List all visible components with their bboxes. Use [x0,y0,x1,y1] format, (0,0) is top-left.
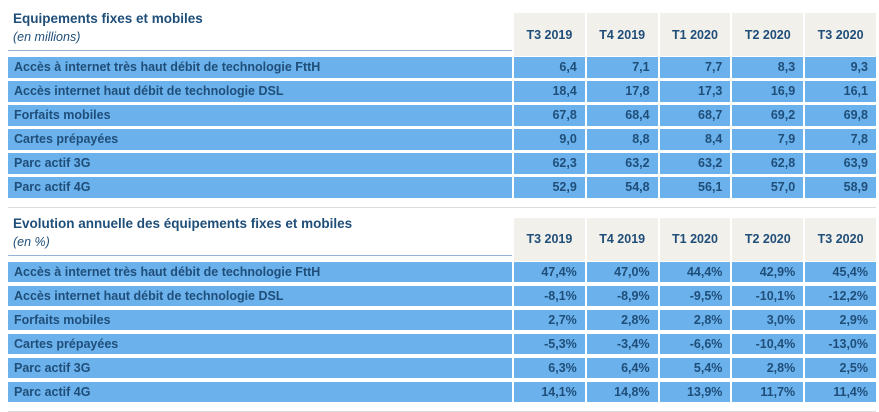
value-cell: 52,9 [514,177,585,198]
value-cell: 44,4% [660,262,731,283]
column-header-t3-2019: T3 2019 [514,218,585,261]
value-cell: 2,9% [805,310,876,331]
value-cell: -12,2% [805,286,876,307]
value-cell: 8,4 [660,129,731,150]
value-cell: 2,8% [660,310,731,331]
value-cell: -9,5% [660,286,731,307]
value-cell: 63,9 [805,153,876,174]
value-cell: 9,0 [514,129,585,150]
row-label: Forfaits mobiles [8,105,512,126]
value-cell: 2,8% [732,358,803,379]
value-cell: 6,4% [587,358,658,379]
table-subtitle: (en millions) [13,29,512,45]
value-cell: 69,8 [805,105,876,126]
column-header-t2-2020: T2 2020 [732,13,803,56]
value-cell: 68,4 [587,105,658,126]
value-cell: 57,0 [732,177,803,198]
table-bottom-divider [8,207,876,208]
value-cell: -3,4% [587,334,658,355]
value-cell: 2,7% [514,310,585,331]
column-header-t1-2020: T1 2020 [660,13,731,56]
table-body: Accès à internet très haut débit de tech… [8,57,876,198]
table-title: Evolution annuelle des équipements fixes… [13,215,512,232]
value-cell: 62,3 [514,153,585,174]
table-header-row: Evolution annuelle des équipements fixes… [8,213,876,261]
table-header-row: Equipements fixes et mobiles (en million… [8,8,876,56]
table-body: Accès à internet très haut débit de tech… [8,262,876,403]
value-cell: 62,8 [732,153,803,174]
row-label: Forfaits mobiles [8,310,512,331]
value-cell: 63,2 [660,153,731,174]
value-cell: 7,1 [587,57,658,78]
value-cell: -10,4% [732,334,803,355]
value-cell: -13,0% [805,334,876,355]
column-header-t3-2020: T3 2020 [805,13,876,56]
table-title-cell: Evolution annuelle des équipements fixes… [8,213,512,256]
value-cell: 69,2 [732,105,803,126]
row-label: Accès à internet très haut débit de tech… [8,262,512,283]
value-cell: -8,9% [587,286,658,307]
column-header-t1-2020: T1 2020 [660,218,731,261]
value-cell: 6,3% [514,358,585,379]
table-subtitle: (en %) [13,234,512,250]
value-cell: 67,8 [514,105,585,126]
value-cell: 58,9 [805,177,876,198]
table-title-cell: Equipements fixes et mobiles (en million… [8,8,512,51]
row-label: Accès internet haut débit de technologie… [8,286,512,307]
value-cell: -10,1% [732,286,803,307]
value-cell: 17,3 [660,81,731,102]
value-cell: 17,8 [587,81,658,102]
value-cell: 54,8 [587,177,658,198]
value-cell: 5,4% [660,358,731,379]
value-cell: 2,8% [587,310,658,331]
value-cell: 7,8 [805,129,876,150]
value-cell: 47,4% [514,262,585,283]
row-label: Parc actif 4G [8,177,512,198]
column-header-t4-2019: T4 2019 [587,13,658,56]
table-title: Equipements fixes et mobiles [13,10,512,27]
value-cell: 16,9 [732,81,803,102]
value-cell: 42,9% [732,262,803,283]
value-cell: 8,8 [587,129,658,150]
column-header-t3-2019: T3 2019 [514,13,585,56]
row-label: Parc actif 3G [8,358,512,379]
value-cell: 7,7 [660,57,731,78]
column-header-t4-2019: T4 2019 [587,218,658,261]
row-label: Cartes prépayées [8,334,512,355]
value-cell: 14,8% [587,382,658,403]
column-header-t3-2020: T3 2020 [805,218,876,261]
value-cell: 18,4 [514,81,585,102]
value-cell: 6,4 [514,57,585,78]
value-cell: 7,9 [732,129,803,150]
value-cell: 63,2 [587,153,658,174]
data-table-section: Equipements fixes et mobiles (en million… [8,8,876,208]
value-cell: 11,4% [805,382,876,403]
value-cell: 47,0% [587,262,658,283]
value-cell: 8,3 [732,57,803,78]
value-cell: 14,1% [514,382,585,403]
value-cell: 13,9% [660,382,731,403]
row-label: Accès à internet très haut débit de tech… [8,57,512,78]
column-header-t2-2020: T2 2020 [732,218,803,261]
value-cell: 9,3 [805,57,876,78]
row-label: Parc actif 3G [8,153,512,174]
value-cell: 3,0% [732,310,803,331]
value-cell: 68,7 [660,105,731,126]
value-cell: -5,3% [514,334,585,355]
value-cell: 2,5% [805,358,876,379]
row-label: Accès internet haut débit de technologie… [8,81,512,102]
value-cell: -8,1% [514,286,585,307]
value-cell: 16,1 [805,81,876,102]
value-cell: 45,4% [805,262,876,283]
value-cell: 56,1 [660,177,731,198]
row-label: Parc actif 4G [8,382,512,403]
value-cell: 11,7% [732,382,803,403]
value-cell: -6,6% [660,334,731,355]
data-table-section: Evolution annuelle des équipements fixes… [8,213,876,412]
row-label: Cartes prépayées [8,129,512,150]
